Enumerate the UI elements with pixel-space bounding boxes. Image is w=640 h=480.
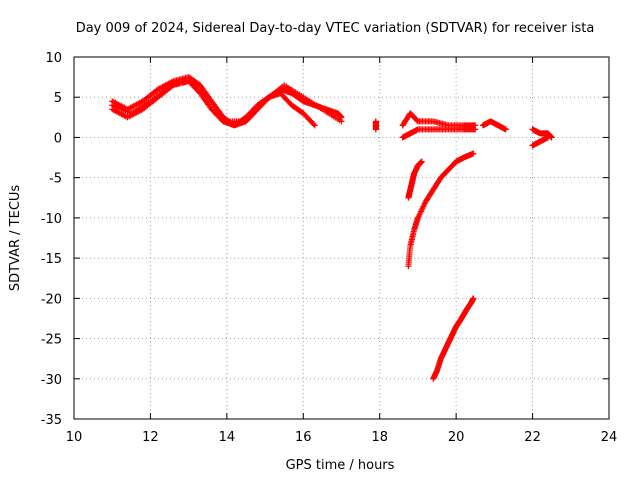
data-point [311, 122, 318, 129]
y-tick-label: 10 [45, 51, 62, 66]
y-tick-label: -15 [41, 252, 62, 267]
y-tick-label: -20 [41, 292, 62, 307]
series-arc-10 [405, 158, 425, 201]
y-tick-label: 0 [54, 131, 62, 146]
data-point [338, 118, 345, 125]
x-axis-ticks: 10 12 14 16 18 20 22 24 [66, 57, 618, 445]
x-tick-label: 14 [219, 430, 236, 445]
series-arc-3 [109, 78, 345, 125]
grid-lines [74, 57, 609, 419]
x-tick-label: 18 [371, 430, 388, 445]
x-axis-label: GPS time / hours [286, 458, 395, 473]
data-point [472, 126, 479, 133]
y-tick-label: -5 [49, 172, 62, 187]
data-point [502, 126, 509, 133]
series-arc-11 [405, 150, 477, 270]
y-axis-label: SDTVAR / TECUs [8, 185, 23, 292]
data-point [544, 134, 551, 141]
x-tick-label: 22 [524, 430, 541, 445]
chart-title: Day 009 of 2024, Sidereal Day-to-day VTE… [76, 21, 595, 36]
series-arc-5 [399, 110, 479, 129]
plot-frame [73, 56, 610, 420]
y-tick-label: -35 [41, 413, 62, 428]
x-tick-label: 10 [66, 430, 83, 445]
data-point [470, 150, 477, 157]
data-point [372, 118, 379, 125]
series-arc-4 [372, 118, 379, 133]
y-axis-ticks: -35 -30 -25 -20 -15 -10 -5 0 5 10 [41, 51, 609, 428]
x-tick-label: 16 [295, 430, 312, 445]
data-point [418, 158, 425, 165]
y-tick-label: -30 [41, 373, 62, 388]
data-points [109, 74, 555, 382]
series-arc-6 [399, 126, 479, 141]
series-arc-9 [529, 134, 551, 149]
y-tick-label: -25 [41, 333, 62, 348]
y-tick-label: 5 [54, 91, 62, 106]
data-point [310, 121, 317, 128]
y-tick-label: -10 [41, 212, 62, 227]
data-point [470, 295, 477, 302]
x-tick-label: 24 [601, 430, 618, 445]
x-tick-label: 20 [448, 430, 465, 445]
series-arc-12 [430, 295, 477, 382]
x-tick-label: 12 [142, 430, 159, 445]
series-arc-7 [479, 118, 509, 133]
